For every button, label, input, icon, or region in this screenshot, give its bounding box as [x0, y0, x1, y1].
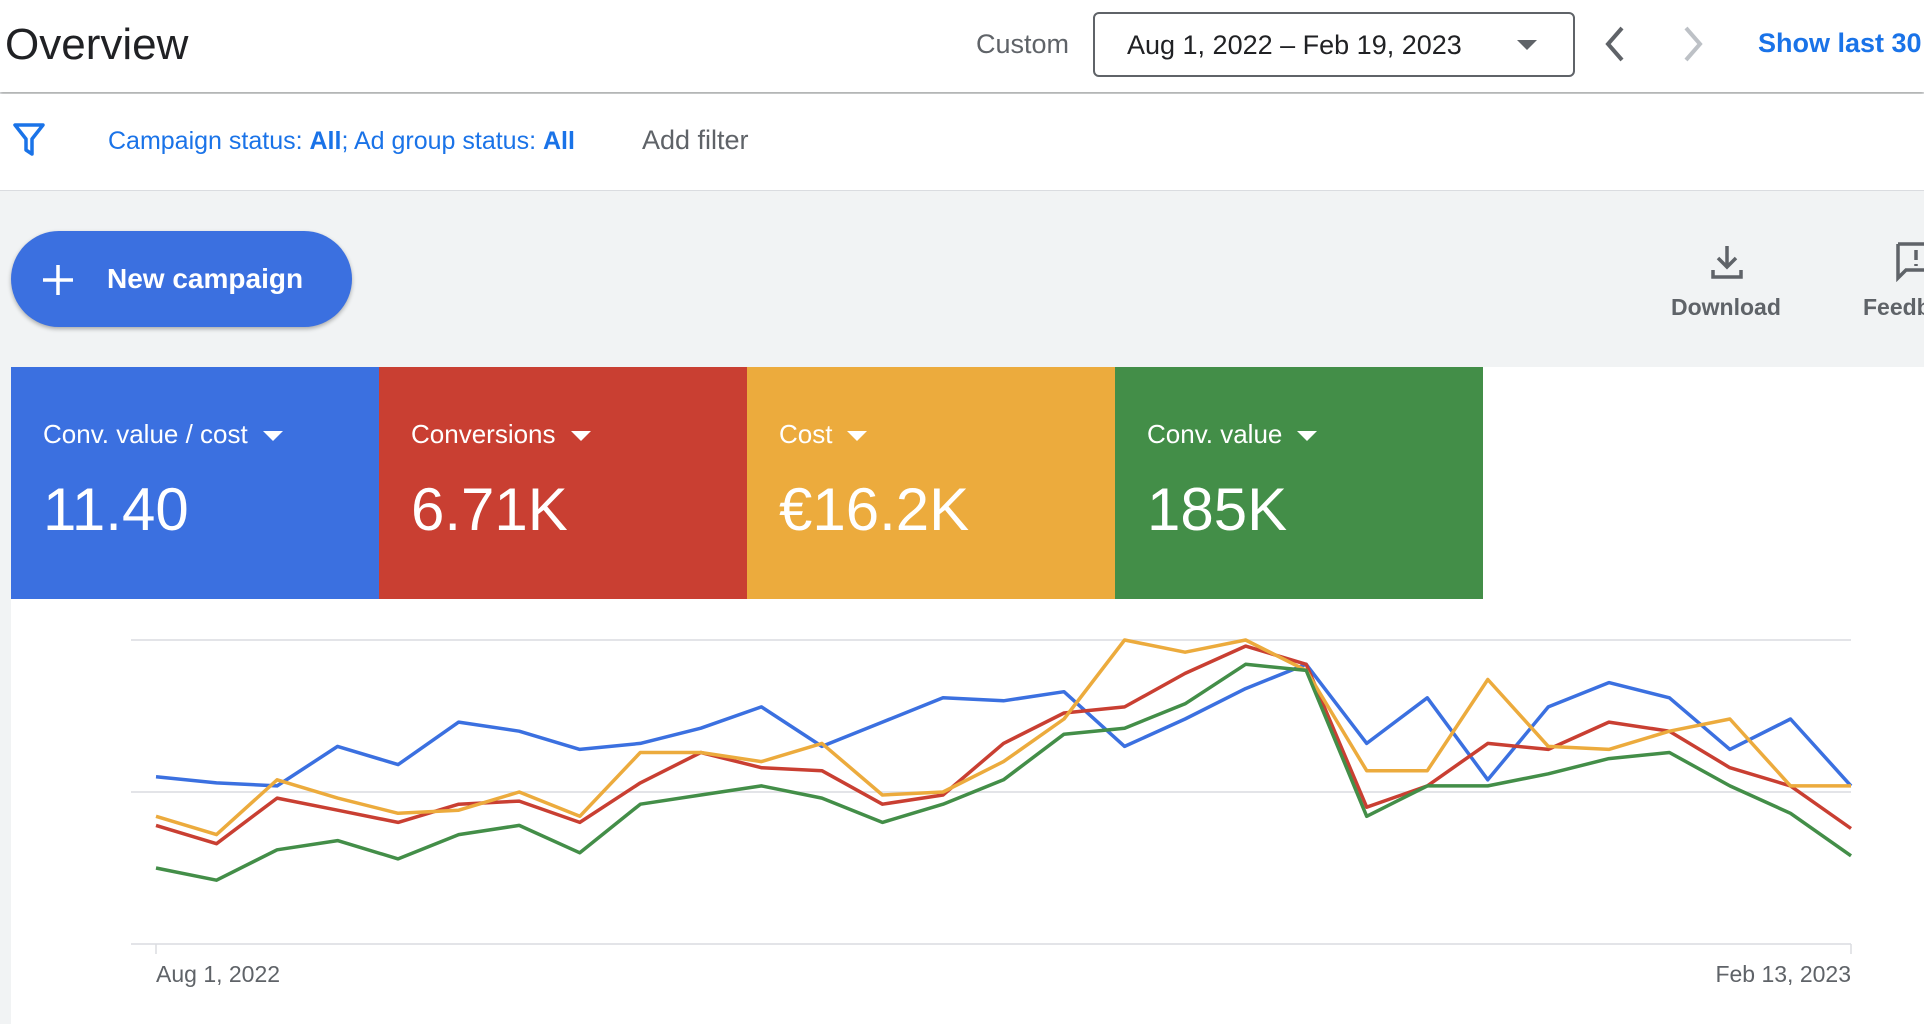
metric-total: 185K — [1147, 476, 1288, 543]
prev-button[interactable] — [1600, 24, 1630, 64]
series-line — [155, 662, 1853, 788]
legend-label: Conv. value — [1147, 419, 1318, 450]
dropdown-arrow — [262, 431, 283, 442]
dropdown-arrow — [1297, 431, 1318, 442]
series-line — [155, 662, 1853, 882]
range-label: Custom — [976, 29, 1070, 59]
show-last-button[interactable]: Show last 30 — [1758, 28, 1922, 58]
add-filter-button[interactable]: Add filter — [642, 125, 749, 155]
metric-total: 6.71K — [411, 476, 568, 543]
filter-value: All — [542, 127, 575, 155]
download-label: Download — [1671, 294, 1781, 320]
filter-label: ; Ad group status: — [341, 127, 543, 155]
feedback-label: Feedb — [1863, 294, 1924, 320]
series-line — [155, 638, 1851, 837]
metric-tile[interactable]: Cost €16.2K — [747, 367, 1115, 599]
download-icon[interactable] — [1708, 242, 1746, 282]
dropdown-arrow — [847, 431, 868, 442]
legend-label: Cost — [779, 419, 868, 450]
metric-tile[interactable]: Conversions 6.71K — [379, 367, 747, 599]
dropdown-arrow — [1517, 40, 1537, 50]
date-range: Aug 1, 2022 – Feb 19, 2023 — [1127, 30, 1462, 60]
next-button[interactable] — [1678, 24, 1708, 64]
top-bar: Overview Custom Aug 1, 2022 – Feb 19, 20… — [0, 0, 1924, 92]
filter-bar: Campaign status: All; Ad group status: A… — [0, 94, 1924, 191]
filter-label: Campaign status: — [108, 127, 310, 155]
metric-total: 11.40 — [43, 476, 189, 543]
button-label: New campaign — [107, 263, 304, 294]
date-picker[interactable]: Aug 1, 2022 – Feb 19, 2023 — [1093, 12, 1575, 77]
metric-tile[interactable]: Conv. value / cost 11.40 — [11, 367, 379, 599]
x-tick-label: Feb 13, 2023 — [1715, 961, 1851, 987]
metric-tile[interactable]: Conv. value 185K — [1115, 367, 1483, 599]
filter-value: All — [309, 127, 342, 155]
metric-total: €16.2K — [779, 476, 970, 543]
filter-icon — [13, 123, 45, 156]
dropdown-arrow — [570, 431, 591, 442]
legend-label: Conv. value / cost — [43, 419, 284, 450]
legend-label: Conversions — [411, 419, 592, 450]
new-campaign-button[interactable]: New campaign — [11, 231, 352, 327]
plus-icon — [43, 265, 73, 295]
feedback-icon[interactable] — [1894, 240, 1924, 282]
filter-chip[interactable]: Campaign status: All; Ad group status: A… — [108, 127, 575, 156]
page-title: Overview — [5, 20, 189, 69]
x-tick-label: Aug 1, 2022 — [156, 961, 280, 987]
